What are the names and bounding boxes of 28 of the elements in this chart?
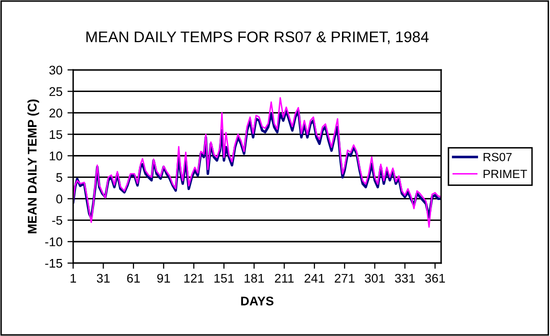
x-tick-label: 61	[127, 274, 140, 283]
y-tick-label: 10	[50, 152, 62, 160]
y-tick-label: -10	[45, 237, 62, 246]
x-tick-label: 301	[364, 274, 385, 283]
x-tick-label: 121	[184, 274, 204, 283]
x-tick-label: 361	[425, 274, 445, 283]
x-tick-label: 241	[304, 274, 324, 283]
x-tick-label: 31	[96, 274, 110, 283]
chart-title: MEAN DAILY TEMPS FOR RS07 & PRIMET, 1984	[86, 31, 429, 44]
x-tick-label: 211	[274, 274, 294, 283]
x-tick-label: 91	[157, 274, 170, 283]
legend-label: RS07	[484, 152, 512, 162]
y-tick-label: 30	[49, 66, 62, 75]
x-tick-label: 271	[334, 274, 354, 283]
legend-label: PRIMET	[484, 170, 528, 178]
x-tick-label: 1	[70, 274, 76, 283]
y-tick-label: 20	[49, 108, 62, 118]
y-axis-title: MEAN DAILY TEMP (C)	[27, 100, 40, 234]
y-tick-label: -15	[45, 259, 62, 268]
y-tick-label: 0	[56, 194, 62, 204]
x-axis-title: DAYS	[241, 296, 274, 306]
y-tick-label: 25	[49, 87, 62, 96]
x-tick-label: 331	[394, 274, 415, 283]
y-tick-label: -5	[52, 216, 62, 225]
x-tick-label: 151	[214, 274, 234, 283]
y-tick-label: 5	[56, 173, 62, 182]
x-tick-label: 181	[244, 274, 264, 283]
y-tick-label: 15	[50, 130, 62, 139]
